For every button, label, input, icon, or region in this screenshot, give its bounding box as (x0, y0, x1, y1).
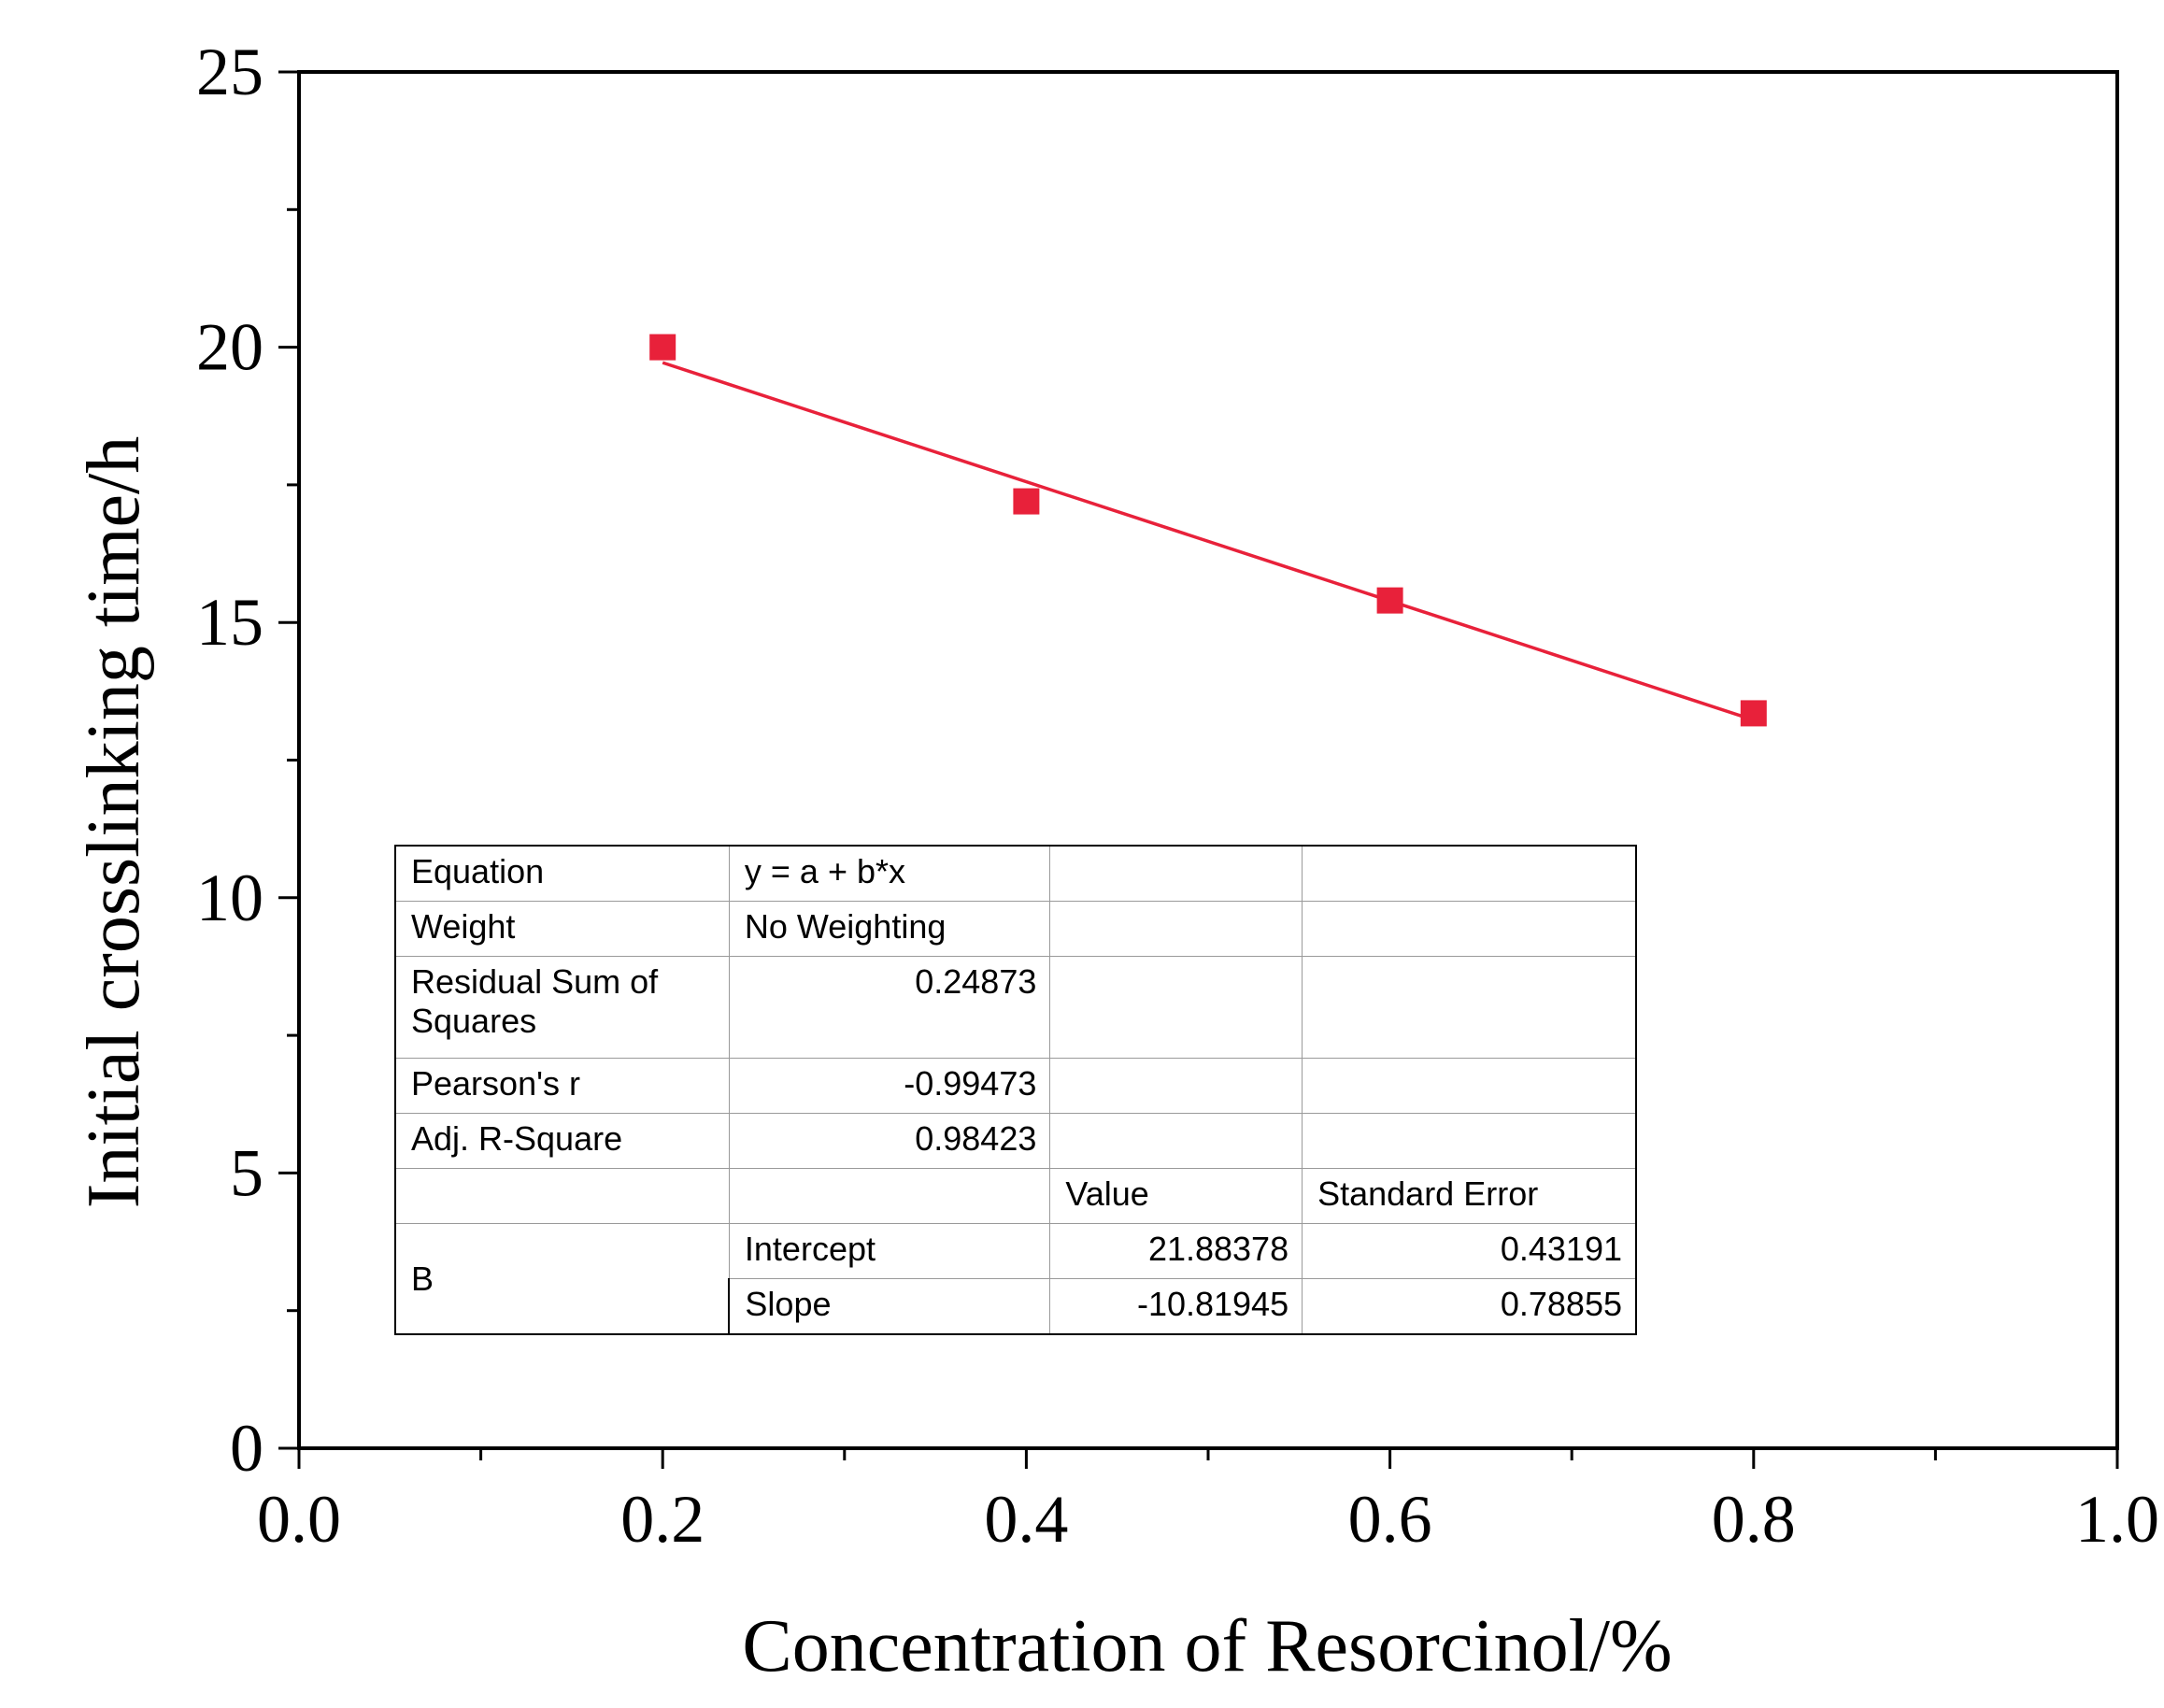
adjr-label: Adj. R-Square (393, 1113, 730, 1169)
slope-label: Slope (728, 1278, 1051, 1335)
y-tick-label: 0 (230, 1411, 263, 1486)
table-row: Pearson's r -0.99473 (393, 1058, 1638, 1114)
intercept-value: 21.88378 (1049, 1223, 1303, 1279)
standard-error-header: Standard Error (1302, 1168, 1638, 1224)
y-axis: 0 5 10 15 20 25 (196, 35, 299, 1486)
x-axis: 0.0 0.2 0.4 0.6 0.8 1.0 (257, 1448, 2159, 1557)
y-tick-label: 5 (230, 1135, 263, 1210)
parameter-group-label: B (393, 1223, 730, 1335)
table-row: Value Standard Error (393, 1168, 1638, 1224)
slope-value: -10.81945 (1049, 1278, 1303, 1335)
equation-value: y = a + b*x (728, 845, 1051, 902)
fit-statistics-table: Equation y = a + b*x Weight No Weighting… (393, 845, 1638, 1335)
weight-value: No Weighting (728, 901, 1051, 957)
pearson-value: -0.99473 (728, 1058, 1051, 1114)
table-row: Residual Sum of Squares 0.24873 (393, 956, 1638, 1059)
value-header: Value (1049, 1168, 1303, 1224)
x-axis-label: Concentration of Resorcinol/% (742, 1605, 1672, 1687)
y-tick-label: 10 (196, 861, 263, 935)
data-points-layer (649, 334, 1767, 727)
data-point (1740, 700, 1767, 727)
table-row: Adj. R-Square 0.98423 (393, 1113, 1638, 1169)
intercept-standard-error: 0.43191 (1302, 1223, 1638, 1279)
rss-value: 0.24873 (728, 956, 1051, 1059)
table-row: Equation y = a + b*x (393, 845, 1638, 902)
x-tick-label: 0.0 (257, 1482, 341, 1557)
x-tick-label: 0.8 (1712, 1482, 1796, 1557)
x-tick-label: 0.4 (984, 1482, 1068, 1557)
y-tick-label: 25 (196, 35, 263, 109)
rss-label: Residual Sum of Squares (393, 956, 730, 1059)
fit-line-layer (662, 361, 1755, 722)
table-row: B Intercept 21.88378 0.43191 (393, 1223, 1638, 1335)
fit-line (662, 361, 1755, 722)
pearson-label: Pearson's r (393, 1058, 730, 1114)
x-tick-label: 0.2 (620, 1482, 705, 1557)
table-row: Slope -10.81945 0.78855 (395, 1278, 1638, 1335)
data-point (1013, 488, 1040, 515)
weight-label: Weight (393, 901, 730, 957)
x-tick-label: 0.6 (1348, 1482, 1432, 1557)
data-point (649, 334, 676, 361)
x-tick-label: 1.0 (2075, 1482, 2159, 1557)
equation-label: Equation (393, 845, 730, 902)
y-axis-label: Initial crosslinking time/h (73, 436, 155, 1209)
intercept-label: Intercept (728, 1223, 1051, 1279)
adjr-value: 0.98423 (728, 1113, 1051, 1169)
y-tick-label: 15 (196, 585, 263, 660)
slope-standard-error: 0.78855 (1302, 1278, 1638, 1335)
y-tick-label: 20 (196, 310, 263, 385)
table-row: Weight No Weighting (393, 901, 1638, 957)
data-point (1376, 587, 1403, 614)
